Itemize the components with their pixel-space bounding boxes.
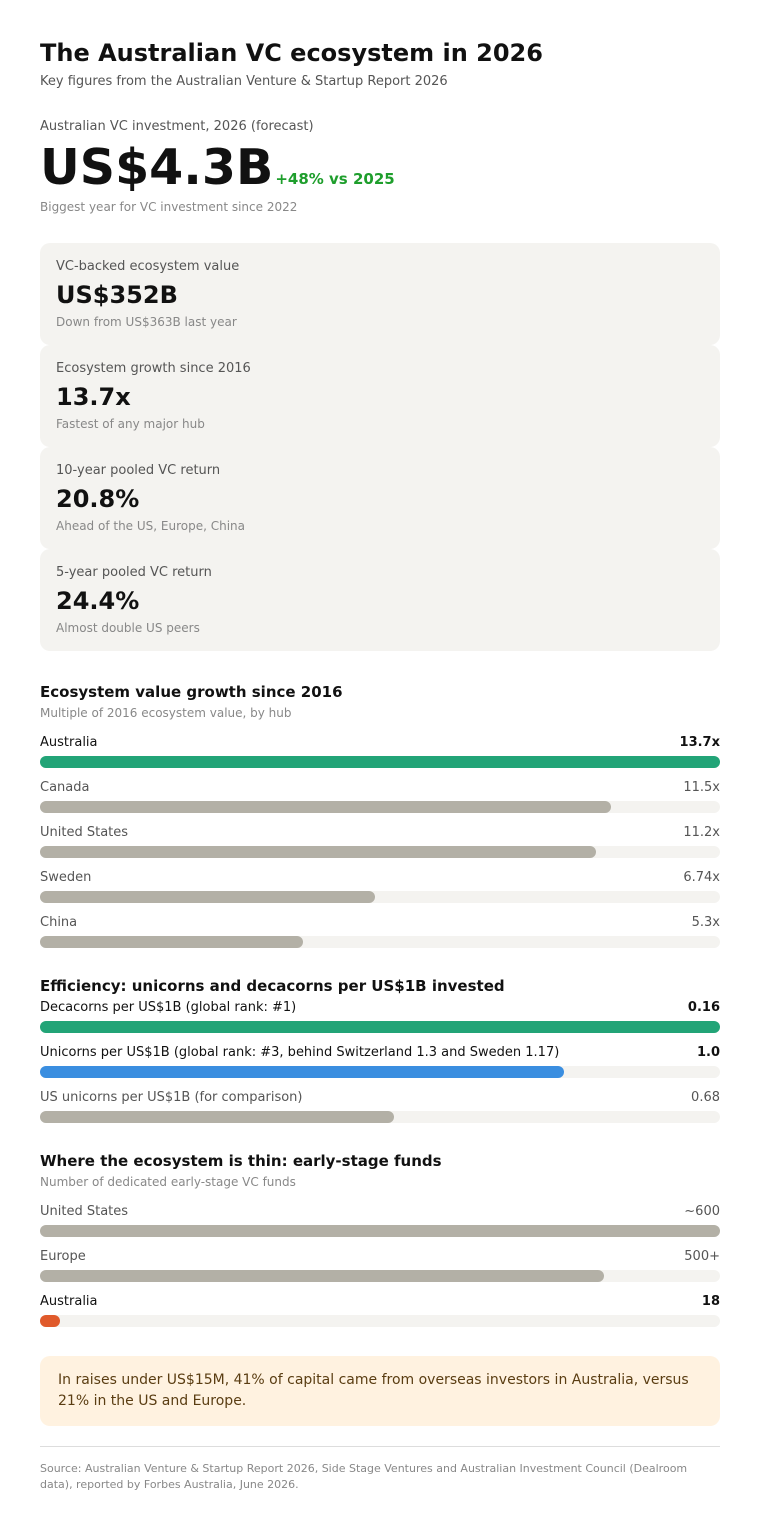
bar-label: Europe: [40, 1249, 86, 1264]
bar-label: Sweden: [40, 870, 92, 885]
hero-label: Australian VC investment, 2026 (forecast…: [40, 119, 314, 134]
bar-track: [40, 846, 720, 858]
bar-label: Australia: [40, 735, 98, 750]
bar: [40, 891, 375, 903]
bar: [40, 936, 303, 948]
hero-value: US$4.3B: [40, 139, 274, 196]
bar-track: [40, 891, 720, 903]
stat-card-ecosystem-growth: Ecosystem growth since 2016 13.7x Fastes…: [40, 345, 720, 447]
bar-row: Australia 18: [40, 1294, 720, 1330]
bar-track: [40, 1270, 720, 1282]
growth-chart-subtitle: Multiple of 2016 ecosystem value, by hub: [40, 706, 292, 720]
bar-row: Europe 500+: [40, 1249, 720, 1285]
stat-card-label: VC-backed ecosystem value: [56, 259, 240, 274]
bar-track: [40, 936, 720, 948]
bar-value-label: 18: [701, 1294, 720, 1309]
bar-value-label: 13.7x: [679, 735, 720, 750]
stat-card-value: 13.7x: [56, 383, 131, 411]
bar: [40, 1270, 604, 1282]
bar-label: Australia: [40, 1294, 98, 1309]
callout-note: In raises under US$15M, 41% of capital c…: [40, 1356, 720, 1426]
bar: [40, 1066, 564, 1078]
bar-value-label: 1.0: [696, 1045, 720, 1060]
stat-card-note: Down from US$363B last year: [56, 315, 237, 329]
bar: [40, 756, 720, 768]
bar-row: United States ~600: [40, 1204, 720, 1240]
bar-value-label: 6.74x: [683, 870, 720, 885]
bar-row: Decacorns per US$1B (global rank: #1) 0.1…: [40, 1000, 720, 1036]
bar-value-label: ~600: [684, 1204, 720, 1219]
efficiency-chart-title: Efficiency: unicorns and decacorns per U…: [40, 977, 505, 995]
bar: [40, 1225, 720, 1237]
stat-card-note: Almost double US peers: [56, 621, 200, 635]
bar-label: United States: [40, 1204, 129, 1219]
source-note: Source: Australian Venture & Startup Rep…: [40, 1462, 688, 1491]
stat-card-5yr-return: 5-year pooled VC return 24.4% Almost dou…: [40, 549, 720, 651]
bar-row: Sweden 6.74x: [40, 870, 720, 906]
bar-row: Canada 11.5x: [40, 780, 720, 816]
stat-card-label: 10-year pooled VC return: [56, 463, 221, 478]
bar-track: [40, 1111, 720, 1123]
bar-value-label: 5.3x: [691, 915, 720, 930]
bar-track: [40, 756, 720, 768]
bar-label: Canada: [40, 780, 90, 795]
bar-track: [40, 801, 720, 813]
growth-chart-title: Ecosystem value growth since 2016: [40, 683, 343, 701]
bar-track: [40, 1066, 720, 1078]
stat-cards: VC-backed ecosystem value US$352B Down f…: [40, 243, 720, 651]
hero-delta: +48% vs 2025: [275, 170, 395, 188]
funds-chart-subtitle: Number of dedicated early-stage VC funds: [40, 1175, 296, 1189]
stat-card-value: 20.8%: [56, 485, 140, 513]
bar-label: Unicorns per US$1B (global rank: #3, beh…: [40, 1045, 560, 1060]
bar-label: United States: [40, 825, 129, 840]
bar-row: Unicorns per US$1B (global rank: #3, beh…: [40, 1045, 720, 1081]
bar-value-label: 0.16: [687, 1000, 720, 1015]
bar: [40, 1111, 394, 1123]
bar-label: US unicorns per US$1B (for comparison): [40, 1090, 303, 1105]
bar-row: China 5.3x: [40, 915, 720, 951]
stat-card-value: 24.4%: [56, 587, 140, 615]
hero-row: US$4.3B +48% vs 2025: [40, 138, 395, 198]
bar: [40, 846, 596, 858]
hero-note: Biggest year for VC investment since 202…: [40, 200, 298, 214]
bar: [40, 801, 611, 813]
bar-track: [40, 1315, 720, 1327]
stat-card-note: Ahead of the US, Europe, China: [56, 519, 246, 533]
bar-value-label: 500+: [684, 1249, 720, 1264]
page-title: The Australian VC ecosystem in 2026: [40, 39, 543, 67]
bar-label: China: [40, 915, 78, 930]
bar-row: United States 11.2x: [40, 825, 720, 861]
stat-card-label: Ecosystem growth since 2016: [56, 361, 251, 376]
divider: [40, 1446, 720, 1447]
bar-value-label: 0.68: [691, 1090, 720, 1105]
bar-value-label: 11.2x: [683, 825, 720, 840]
stat-card-10yr-return: 10-year pooled VC return 20.8% Ahead of …: [40, 447, 720, 549]
bar-label: Decacorns per US$1B (global rank: #1): [40, 1000, 297, 1015]
funds-chart-title: Where the ecosystem is thin: early-stage…: [40, 1152, 442, 1170]
stat-card-ecosystem-value: VC-backed ecosystem value US$352B Down f…: [40, 243, 720, 345]
bar-value-label: 11.5x: [683, 780, 720, 795]
stat-card-note: Fastest of any major hub: [56, 417, 205, 431]
bar-track: [40, 1021, 720, 1033]
stat-card-value: US$352B: [56, 281, 178, 309]
stat-card-label: 5-year pooled VC return: [56, 565, 212, 580]
bar: [40, 1021, 720, 1033]
bar-row: Australia 13.7x: [40, 735, 720, 771]
bar-track: [40, 1225, 720, 1237]
bar-row: US unicorns per US$1B (for comparison) 0.…: [40, 1090, 720, 1126]
page-subtitle: Key figures from the Australian Venture …: [40, 74, 448, 89]
bar: [40, 1315, 60, 1327]
